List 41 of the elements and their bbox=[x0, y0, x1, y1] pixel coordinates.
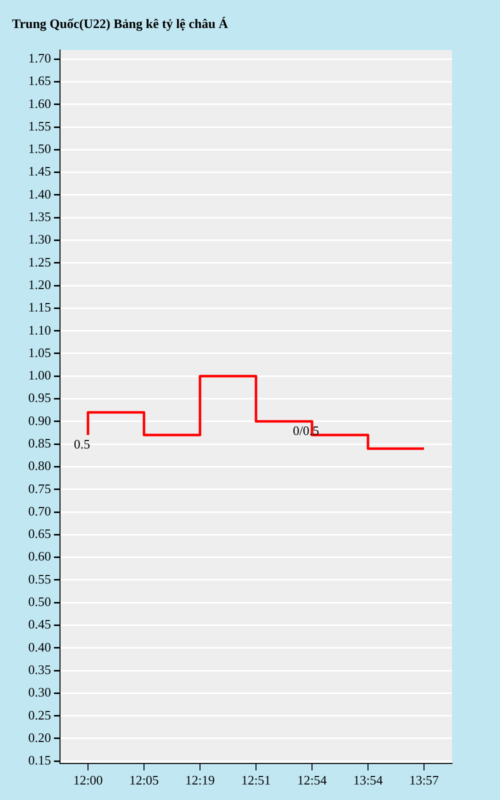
y-tick-label: 0.90 bbox=[28, 412, 51, 428]
y-tick-label: 1.55 bbox=[28, 118, 51, 134]
y-tick-label: 0.75 bbox=[28, 480, 51, 496]
x-tick-label: 12:05 bbox=[129, 772, 159, 788]
y-tick-label: 1.25 bbox=[28, 254, 51, 270]
y-tick-label: 0.30 bbox=[28, 684, 51, 700]
y-tick-label: 1.45 bbox=[28, 164, 51, 179]
y-tick-label: 0.25 bbox=[28, 707, 51, 722]
x-tick-label: 12:19 bbox=[185, 772, 215, 788]
y-tick-label: 1.40 bbox=[28, 186, 51, 202]
y-tick-label: 0.60 bbox=[28, 548, 51, 564]
y-tick-label: 1.00 bbox=[28, 368, 51, 383]
y-tick-label: 1.15 bbox=[28, 300, 51, 315]
y-tick-label: 1.70 bbox=[28, 50, 51, 66]
y-tick-label: 1.35 bbox=[28, 209, 51, 224]
y-tick-label: 0.40 bbox=[28, 639, 51, 654]
x-tick-label: 12:51 bbox=[241, 772, 271, 788]
y-tick-label: 0.35 bbox=[28, 662, 51, 677]
y-tick-label: 0.50 bbox=[28, 594, 51, 610]
y-tick-label: 1.50 bbox=[28, 141, 51, 156]
y-tick-label: 0.20 bbox=[28, 730, 51, 745]
y-tick-label: 1.20 bbox=[28, 276, 51, 292]
y-tick-label: 1.65 bbox=[28, 73, 51, 88]
y-tick-label: 0.85 bbox=[28, 435, 51, 450]
x-tick-label: 12:00 bbox=[73, 772, 103, 788]
y-tick-label: 0.70 bbox=[28, 503, 51, 518]
annotation: 0.5 bbox=[74, 436, 90, 452]
y-tick-label: 1.10 bbox=[28, 322, 51, 338]
y-tick-label: 1.60 bbox=[28, 96, 51, 111]
y-tick-label: 0.45 bbox=[28, 616, 51, 632]
x-tick-label: 13:54 bbox=[353, 772, 384, 788]
y-tick-label: 0.65 bbox=[28, 526, 51, 542]
chart-title: Trung Quốc(U22) Bảng kê tỷ lệ châu Á bbox=[12, 16, 228, 32]
x-tick-label: 12:54 bbox=[297, 772, 328, 788]
y-tick-label: 0.15 bbox=[28, 752, 51, 768]
y-tick-label: 0.80 bbox=[28, 458, 51, 474]
y-tick-label: 1.05 bbox=[28, 344, 51, 360]
y-tick-label: 1.30 bbox=[28, 232, 51, 247]
y-tick-label: 0.95 bbox=[28, 390, 51, 406]
y-tick-label: 0.55 bbox=[28, 571, 51, 586]
x-tick-label: 13:57 bbox=[409, 772, 440, 788]
